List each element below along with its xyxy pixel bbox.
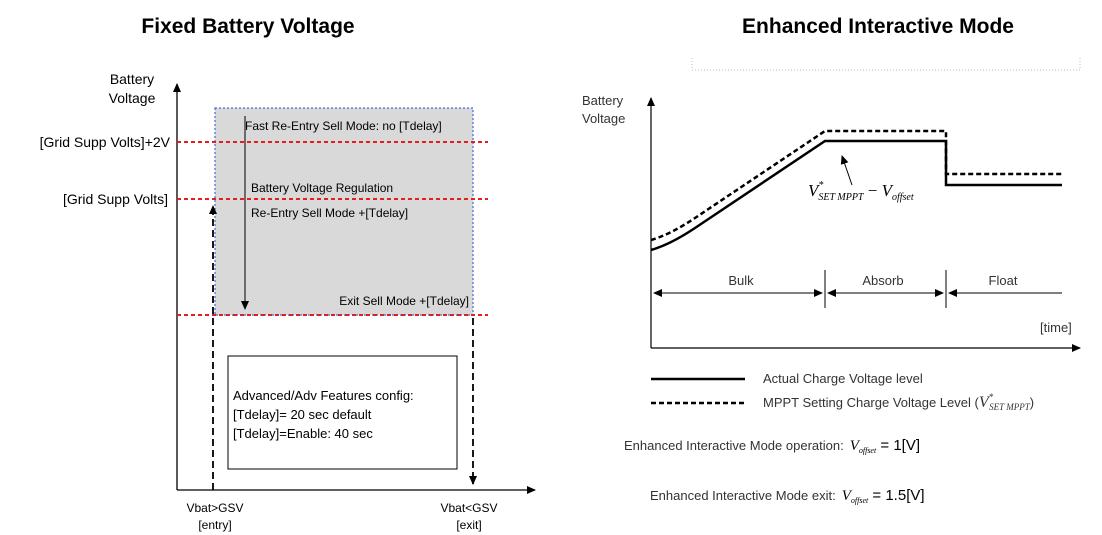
level-label-grid-supp-volts: [Grid Supp Volts] — [63, 191, 168, 207]
stage-float: Float — [989, 273, 1018, 288]
right-panel: Enhanced Interactive Mode Battery Voltag… — [582, 15, 1081, 505]
reentry-text: Re-Entry Sell Mode +[Tdelay] — [251, 206, 408, 220]
offset-formula: V* SET MPPT − Voffset — [808, 180, 914, 203]
config-line-2: [Tdelay]= 20 sec default — [233, 407, 372, 422]
regulation-text: Battery Voltage Regulation — [251, 181, 393, 195]
stage-absorb: Absorb — [862, 273, 903, 288]
entry-label-line2: [entry] — [198, 518, 231, 532]
time-axis-label: [time] — [1040, 320, 1072, 335]
mppt-setting-curve — [650, 129, 1062, 242]
fast-reentry-text: Fast Re-Entry Sell Mode: no [Tdelay] — [245, 119, 442, 133]
exit-label-line1: Vbat<GSV — [440, 501, 497, 515]
entry-label-line1: Vbat>GSV — [186, 501, 243, 515]
operation-line: Enhanced Interactive Mode operation: Voff… — [624, 437, 920, 455]
config-line-3: [Tdelay]=Enable: 40 sec — [233, 426, 373, 441]
config-box — [227, 355, 458, 470]
offset-annotation-arrow — [840, 155, 853, 186]
right-title: Enhanced Interactive Mode — [742, 15, 1014, 38]
dotted-frame — [691, 58, 1081, 71]
left-y-axis-label-line2: Voltage — [109, 90, 156, 106]
formula-minus: − — [864, 181, 882, 200]
formula-sub: SET MPPT — [818, 192, 865, 203]
legend-mppt-label: MPPT Setting Charge Voltage Level (V* SET… — [763, 392, 1034, 412]
formula-v: V — [808, 181, 821, 200]
actual-voltage-curve — [650, 139, 1062, 252]
stage-bulk: Bulk — [728, 273, 754, 288]
exit-sell-text: Exit Sell Mode +[Tdelay] — [339, 294, 469, 308]
left-title: Fixed Battery Voltage — [141, 15, 354, 38]
exit-line: Enhanced Interactive Mode exit: Voffset =… — [650, 487, 925, 505]
right-y-axis-label-line2: Voltage — [582, 111, 625, 126]
formula-v2: V — [882, 181, 895, 200]
left-panel: Fixed Battery Voltage Battery Voltage [G… — [40, 15, 536, 532]
formula-v2-sub: offset — [892, 192, 914, 203]
legend-actual-label: Actual Charge Voltage level — [763, 371, 923, 386]
left-y-axis-label-line1: Battery — [110, 71, 154, 87]
right-y-axis-label-line1: Battery — [582, 93, 624, 108]
formula-sup: * — [818, 180, 823, 191]
level-label-grid-supp-plus2v: [Grid Supp Volts]+2V — [40, 134, 171, 150]
exit-label-line2: [exit] — [456, 518, 481, 532]
config-line-1: Advanced/Adv Features config: — [233, 388, 414, 403]
